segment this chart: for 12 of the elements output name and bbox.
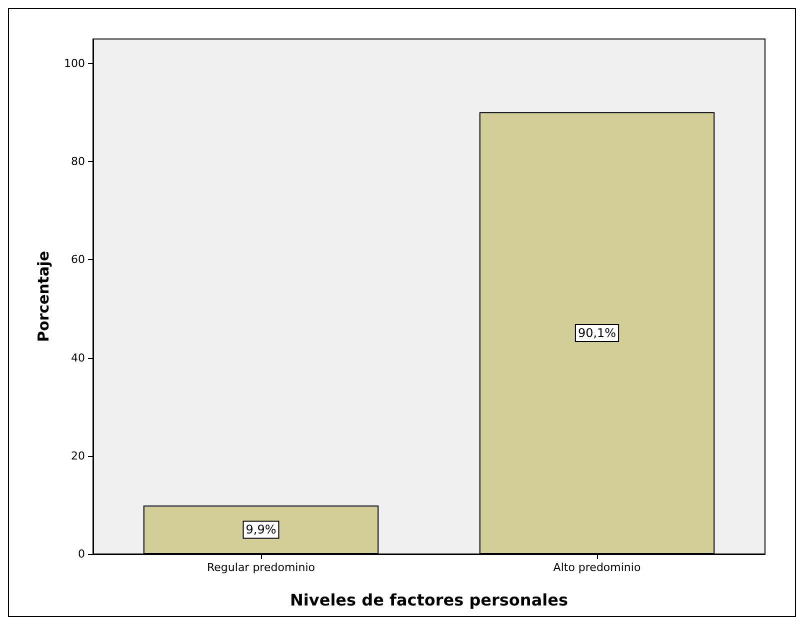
x-axis-title: Niveles de factores personales [290,590,568,610]
y-axis-title: Porcentaje [34,250,52,342]
y-tick-label: 80 [71,155,85,168]
data-label: 9,9% [246,522,276,537]
y-tick-label: 100 [64,57,85,70]
y-tick-label: 60 [71,253,85,266]
x-tick-label: Regular predominio [207,561,316,574]
y-tick-label: 0 [78,548,85,560]
x-tick-label: Alto predominio [553,561,641,574]
y-tick-label: 20 [71,449,85,462]
y-tick-label: 40 [71,351,85,364]
data-label: 90,1% [578,326,616,340]
